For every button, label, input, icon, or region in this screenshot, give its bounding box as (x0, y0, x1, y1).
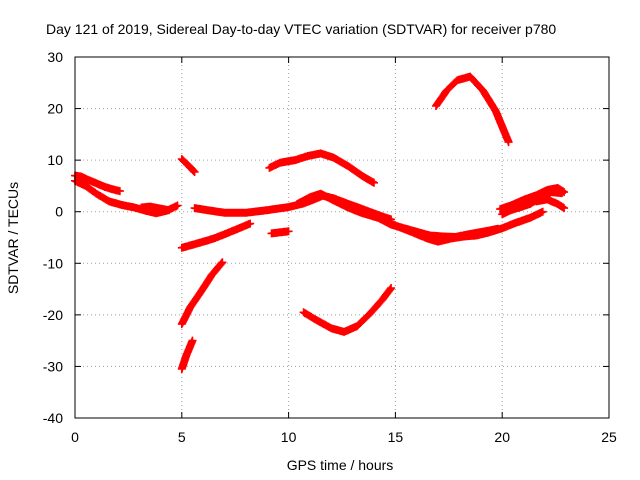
data-point-track (265, 149, 378, 187)
series-track-l (532, 195, 569, 213)
data-point-track (432, 72, 513, 147)
series-track-q (432, 72, 513, 147)
x-tick-label: 15 (388, 429, 404, 445)
y-tick-label: -20 (43, 307, 63, 323)
chart-title: Day 121 of 2019, Sidereal Day-to-day VTE… (46, 21, 556, 37)
data-point-track (382, 207, 547, 246)
y-tick-label: 0 (55, 204, 63, 220)
x-tick-label: 5 (178, 429, 186, 445)
series-track-d (177, 155, 199, 176)
data-point-track (267, 227, 293, 238)
x-tick-label: 20 (494, 429, 510, 445)
series-track-g (265, 149, 378, 187)
series-track-m (177, 219, 255, 252)
axis-ticks (74, 56, 610, 419)
data-point-track (532, 195, 569, 213)
series-track-o (177, 336, 197, 373)
data-point-track (177, 155, 199, 176)
data-point-track (177, 219, 255, 252)
data-point-track (177, 336, 197, 373)
y-tick-label: -10 (43, 255, 63, 271)
series-track-n (177, 258, 227, 329)
data-point-track (299, 284, 396, 336)
tick-labels: 0 5 10 15 20 25 30 20 10 0 -10 -20 -30 -40 (43, 49, 617, 445)
data-point-track (137, 202, 173, 215)
x-axis-label: GPS time / hours (287, 457, 394, 473)
x-tick-label: 10 (281, 429, 297, 445)
series-track-k (496, 184, 569, 214)
y-tick-label: 30 (47, 49, 63, 65)
series-track-i (382, 207, 547, 246)
data-point-track (177, 258, 227, 329)
y-tick-label: -30 (43, 358, 63, 374)
series-track-f (267, 227, 293, 238)
data-point-track (496, 184, 569, 214)
y-tick-label: 20 (47, 101, 63, 117)
series-track-p (299, 284, 396, 336)
series-track-c (137, 202, 173, 215)
y-axis-label: SDTVAR / TECUs (5, 182, 21, 294)
x-tick-label: 0 (71, 429, 79, 445)
x-tick-label: 25 (601, 429, 617, 445)
y-tick-label: -40 (43, 410, 63, 426)
y-tick-label: 10 (47, 152, 63, 168)
plot-frame (74, 56, 610, 419)
